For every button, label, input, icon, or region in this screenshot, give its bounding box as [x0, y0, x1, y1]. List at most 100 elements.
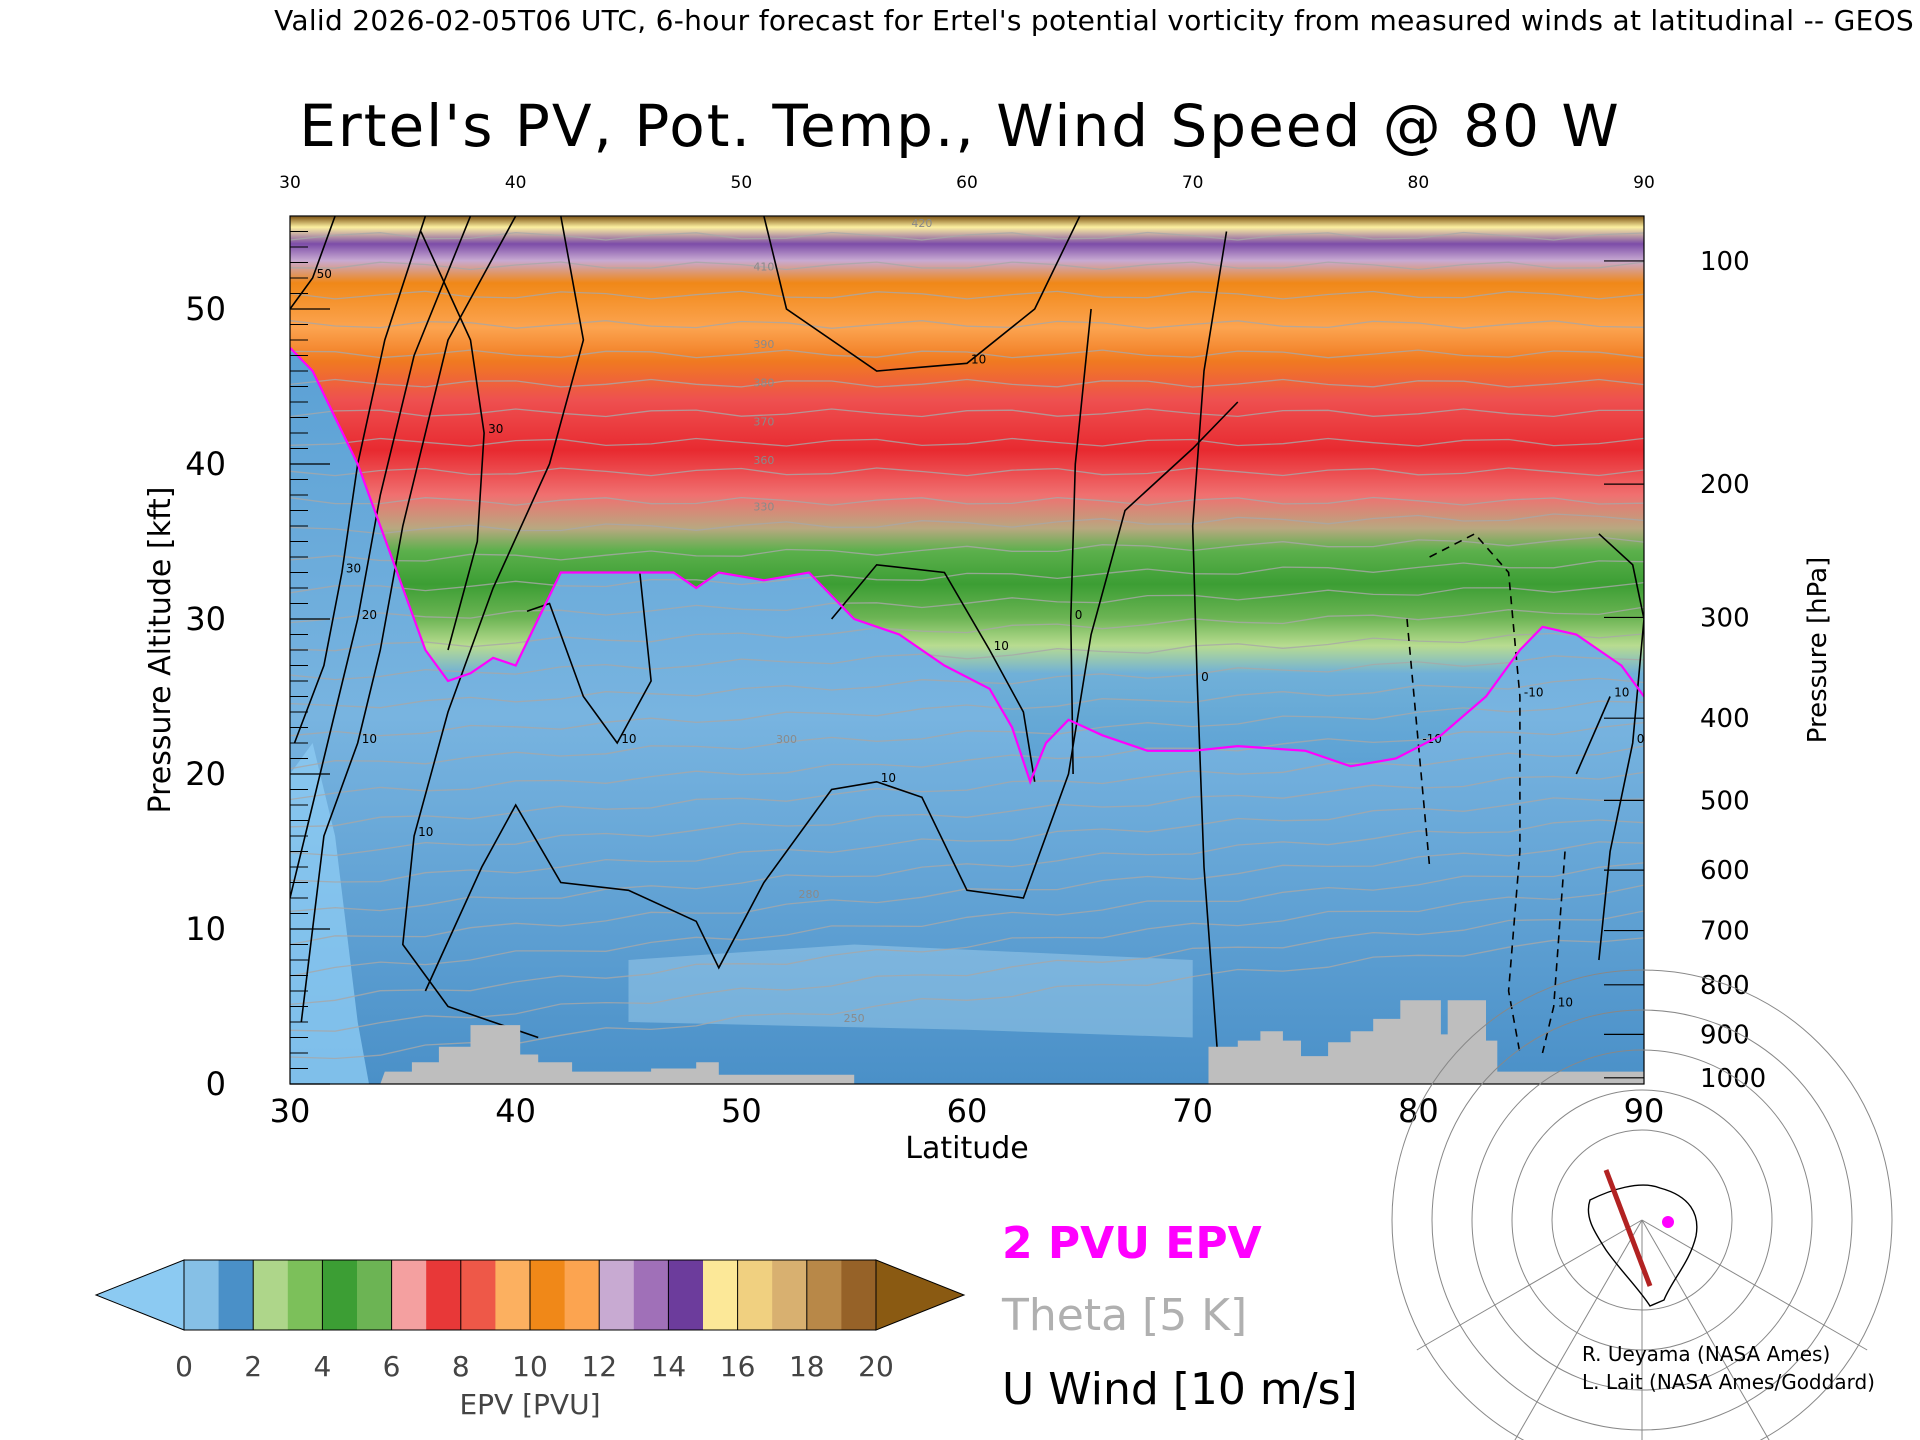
colorbar-segment — [287, 1260, 323, 1330]
pressure-tick-label: 300 — [1700, 603, 1750, 633]
colorbar-under-arrow — [94, 1259, 185, 1331]
theta-label: 280 — [799, 888, 820, 901]
legend-u-wind: U Wind [10 m/s] — [1002, 1364, 1358, 1415]
u-wind-label: 0 — [1637, 732, 1645, 746]
theta-isentrope — [290, 910, 1644, 1032]
theta-isentrope — [290, 437, 1644, 447]
locator-section-line — [1603, 1169, 1653, 1287]
colorbar-segment — [495, 1260, 531, 1330]
low-pv-region — [290, 743, 369, 1084]
theta-isentrope — [290, 700, 1644, 770]
colorbar-tick-label: 2 — [244, 1350, 262, 1383]
theta-isentrope — [290, 536, 1644, 562]
theta-isentrope — [290, 862, 1644, 977]
colorbar-segment — [806, 1260, 842, 1330]
theta-isentrope — [290, 677, 1644, 737]
x-tick-label: 30 — [270, 1092, 311, 1130]
colorbar-tick-label: 0 — [175, 1350, 193, 1383]
locator-latitude-circle — [1391, 969, 1893, 1440]
theta-isentrope — [290, 320, 1644, 329]
u-wind-label: 10 — [881, 771, 896, 785]
u-wind-label: 10 — [1614, 686, 1629, 700]
x-tick-label: 50 — [721, 1092, 762, 1130]
u-wind-contour — [424, 401, 1239, 992]
u-wind-label: 10 — [362, 732, 377, 746]
x-tick-label: 40 — [495, 1092, 536, 1130]
x-top-tick-label: 40 — [505, 173, 527, 193]
x-top-tick-label: 50 — [731, 173, 753, 193]
pressure-tick-label: 100 — [1700, 247, 1750, 277]
theta-isentrope — [290, 797, 1644, 883]
theta-label: 390 — [753, 338, 774, 351]
u-wind-contour — [293, 216, 427, 744]
theta-isentrope — [290, 231, 1644, 241]
x-tick-label: 90 — [1624, 1092, 1665, 1130]
colorbar-tick-label: 4 — [313, 1350, 331, 1383]
pressure-tick-label: 200 — [1700, 470, 1750, 500]
colorbar-segment — [426, 1260, 462, 1330]
u-wind-contour — [401, 216, 585, 1039]
u-wind-contour — [1575, 696, 1611, 775]
theta-label: 300 — [776, 733, 797, 746]
theta-label: 250 — [844, 1012, 865, 1025]
colorbar-segment — [357, 1260, 393, 1330]
colorbar-tick-label: 20 — [858, 1350, 894, 1383]
colorbar-segment — [841, 1260, 877, 1330]
theta-isentrope — [290, 819, 1644, 913]
credit-lait: L. Lait (NASA Ames/Goddard) — [1582, 1370, 1875, 1394]
locator-meridian — [1514, 1219, 1643, 1440]
low-level-light-band — [628, 944, 1193, 1038]
pressure-tick-label: 400 — [1700, 704, 1750, 734]
y-tick-label: 40 — [185, 445, 226, 483]
theta-label: 370 — [753, 415, 774, 428]
colorbar-tick-label: 14 — [651, 1350, 687, 1383]
theta-label: 330 — [753, 501, 774, 514]
theta-isentrope — [290, 408, 1644, 418]
locator-coastline — [1587, 1184, 1698, 1307]
legend-theta: Theta [5 K] — [1002, 1290, 1248, 1341]
x-tick-label: 80 — [1398, 1092, 1439, 1130]
y-tick-label: 10 — [185, 910, 226, 948]
theta-isentrope — [290, 560, 1644, 594]
u-wind-contour — [300, 216, 517, 1023]
theta-isentrope — [290, 467, 1644, 477]
colorbar-segment — [184, 1260, 220, 1330]
theta-contours — [290, 216, 1644, 1060]
colorbar-segment — [391, 1260, 427, 1330]
terrain-fill — [380, 1000, 1644, 1084]
u-wind-label: 10 — [994, 639, 1009, 653]
theta-isentrope — [290, 606, 1644, 652]
x-top-tick-label: 70 — [1182, 173, 1204, 193]
locator-point-marker — [1662, 1216, 1674, 1228]
theta-label: 410 — [753, 260, 774, 273]
y-tick-label: 20 — [185, 755, 226, 793]
colorbar-segment — [564, 1260, 600, 1330]
u-wind-contour — [290, 216, 472, 899]
colorbar-segment — [530, 1260, 566, 1330]
pressure-tick-label: 800 — [1700, 971, 1750, 1001]
colorbar-tick-label: 16 — [720, 1350, 756, 1383]
u-wind-label: 30 — [488, 422, 503, 436]
colorbar-segment — [460, 1260, 496, 1330]
theta-isentrope — [290, 349, 1644, 359]
u-wind-contour — [1541, 851, 1566, 1054]
theta-label: 380 — [753, 377, 774, 390]
colorbar-segment — [253, 1260, 289, 1330]
theta-isentrope — [290, 655, 1644, 709]
locator-meridian — [1416, 1219, 1643, 1351]
u-wind-label: 0 — [1201, 670, 1209, 684]
colorbar-tick-label: 12 — [581, 1350, 617, 1383]
u-wind-contour — [1069, 308, 1092, 775]
u-wind-contour — [763, 216, 1081, 372]
pvu-2-contour — [290, 347, 1644, 785]
colorbar-segment — [322, 1260, 358, 1330]
y-tick-label: 50 — [185, 290, 226, 328]
u-wind-label: 10 — [621, 732, 636, 746]
u-wind-contour — [830, 563, 1036, 782]
chart-title: Ertel's PV, Pot. Temp., Wind Speed @ 80 … — [299, 92, 1621, 160]
colorbar-segment — [633, 1260, 669, 1330]
u-wind-label: 0 — [1075, 608, 1083, 622]
locator-meridian — [1641, 1219, 1770, 1440]
u-wind-label: 10 — [418, 825, 433, 839]
